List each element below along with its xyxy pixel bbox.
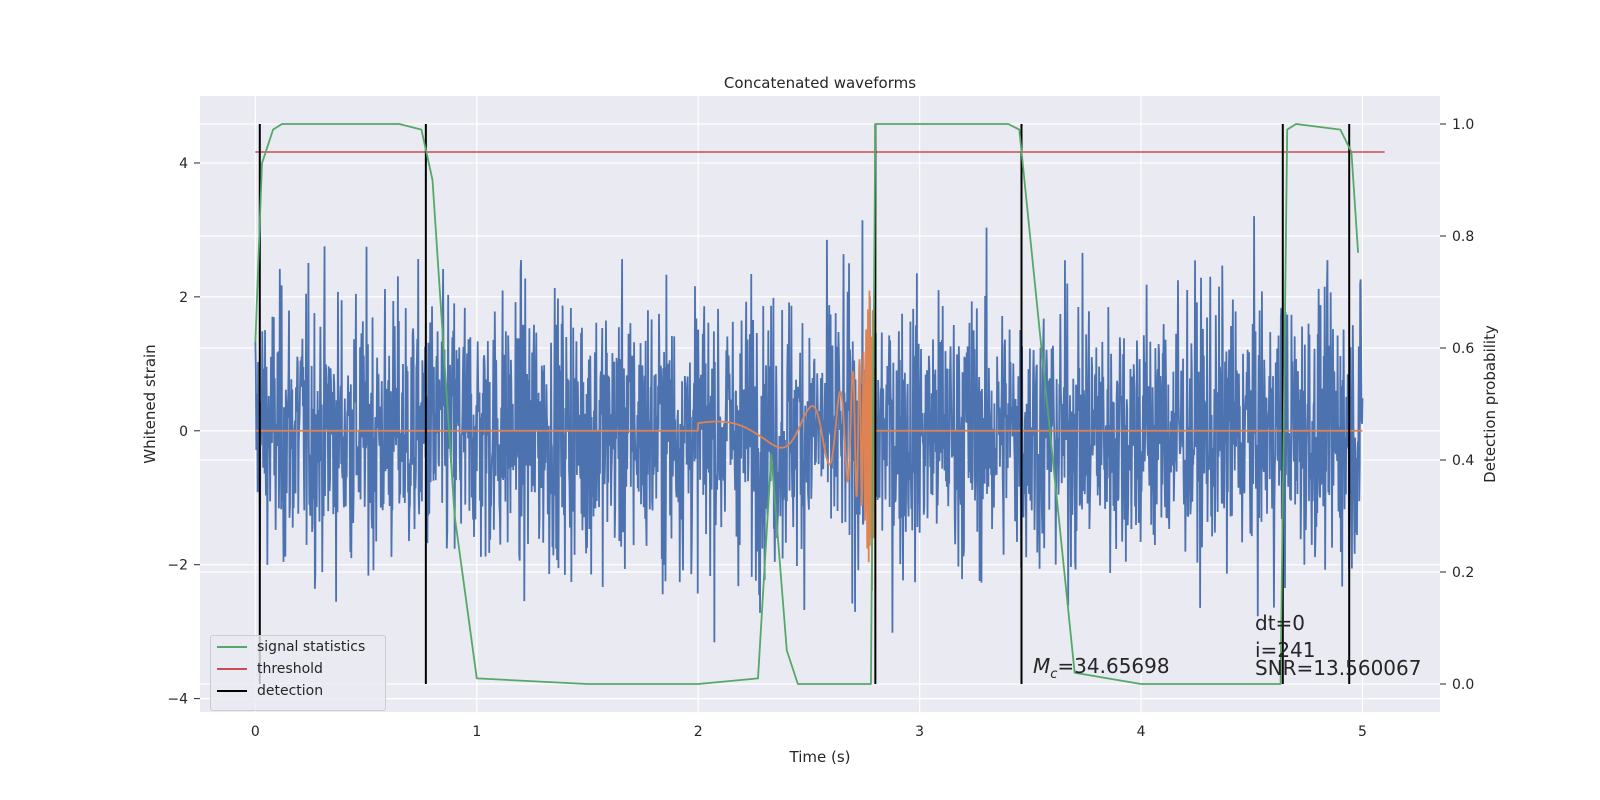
strain-noise-line [254,216,1364,643]
legend-item-threshold: threshold [211,658,385,680]
y-tick-label-right: 0.8 [1452,229,1474,245]
y-tick-label-left: 0 [179,424,188,440]
x-tick-label: 5 [1358,724,1367,740]
legend-item-signal-statistics: signal statistics [211,636,385,658]
y-axis-label-right: Detection probability [1481,325,1499,483]
x-tick-label: 2 [694,724,703,740]
snr-annotation: SNR=13.560067 [1255,656,1422,680]
legend: signal statistics threshold detection [210,635,386,711]
legend-label: threshold [257,661,323,677]
y-tick-label-right: 1.0 [1452,117,1474,133]
dt-annotation: dt=0 [1255,611,1306,635]
y-tick-label-right: 0.4 [1452,453,1474,469]
y-tick-label-left: 2 [179,290,188,306]
legend-label: detection [257,683,324,699]
chirp-mass-value: =34.65698 [1057,654,1170,678]
legend-swatch [217,668,247,670]
x-axis-label: Time (s) [789,748,851,766]
x-tick-label: 3 [915,724,924,740]
chirp-mass-subscript: c [1050,667,1058,682]
x-tick-label: 0 [251,724,260,740]
legend-swatch [217,690,247,692]
x-tick-label: 4 [1137,724,1146,740]
overlay-series [254,123,1385,685]
legend-swatch [217,646,247,648]
legend-item-detection: detection [211,680,385,702]
y-tick-label-right: 0.2 [1452,565,1474,581]
y-tick-label-right: 0.0 [1452,677,1474,693]
y-tick-label-right: 0.6 [1452,341,1474,357]
chirp-mass-annotation: Mc=34.65698 [1033,654,1170,682]
y-tick-label-left: −2 [167,558,188,574]
chirp-mass-symbol: M [1033,654,1051,678]
x-tick-label: 1 [472,724,481,740]
y-tick-label-left: −4 [167,692,188,708]
index-annotation: i=241 [1255,638,1316,662]
injected-waveform-line [255,290,1363,591]
chart-title: Concatenated waveforms [724,74,916,92]
y-axis-label-left: Whitened strain [141,344,159,463]
axis-ticks: 0 1 2 3 4 5 −4 −2 0 2 4 0.0 0.2 0.4 0.6 0.8 1.0 [167,117,1474,740]
strain-series [254,216,1364,643]
y-tick-label-left: 4 [179,156,188,172]
signal-statistics-line [254,123,1359,685]
legend-label: signal statistics [257,639,366,655]
